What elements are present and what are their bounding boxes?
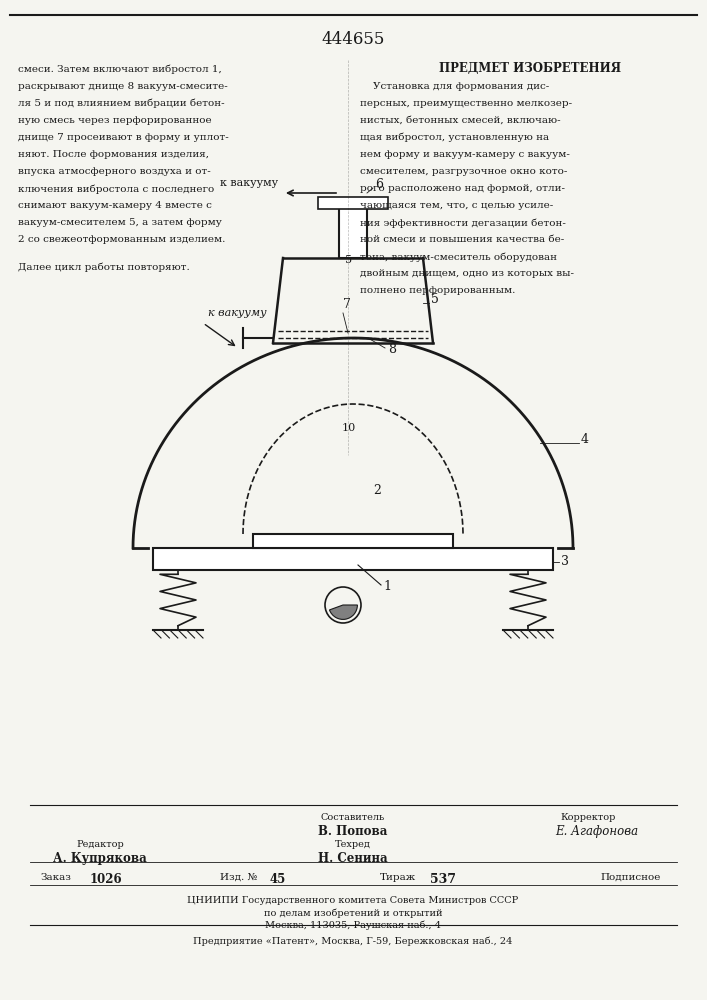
Text: нистых, бетонных смесей, включаю-: нистых, бетонных смесей, включаю- [360,116,561,125]
Text: полнено перфорированным.: полнено перфорированным. [360,286,515,295]
Text: Далее цикл работы повторяют.: Далее цикл работы повторяют. [18,262,189,271]
Text: Изд. №: Изд. № [220,873,257,882]
Text: 10: 10 [342,423,356,433]
Text: 5: 5 [431,293,439,306]
Text: Подписное: Подписное [600,873,660,882]
Text: Москва, 113035, Раушская наб., 4: Москва, 113035, Раушская наб., 4 [265,920,441,930]
Text: 45: 45 [270,873,286,886]
Bar [253,534,453,548]
Text: В. Попова: В. Попова [318,825,387,838]
Bar [318,197,388,209]
Text: Предприятие «Патент», Москва, Г-59, Бережковская наб., 24: Предприятие «Патент», Москва, Г-59, Бере… [193,936,513,946]
Wedge shape [329,605,358,619]
Text: Составитель: Составитель [321,813,385,822]
Text: двойным днищем, одно из которых вы-: двойным днищем, одно из которых вы- [360,269,574,278]
Text: ЦНИИПИ Государственного комитета Совета Министров СССР: ЦНИИПИ Государственного комитета Совета … [187,896,519,905]
Text: вакуум-смесителем 5, а затем форму: вакуум-смесителем 5, а затем форму [18,218,222,227]
Text: впуска атмосферного воздуха и от-: впуска атмосферного воздуха и от- [18,167,211,176]
Text: Корректор: Корректор [560,813,615,822]
Text: 1: 1 [383,580,391,593]
Text: 444655: 444655 [321,31,385,48]
Text: ния эффективности дегазации бетон-: ния эффективности дегазации бетон- [360,218,566,228]
Text: к вакууму: к вакууму [208,308,267,318]
Text: тона, вакуум-смеситель оборудован: тона, вакуум-смеситель оборудован [360,252,557,261]
Text: снимают вакуум-камеру 4 вместе с: снимают вакуум-камеру 4 вместе с [18,201,212,210]
Text: Е. Агафонова: Е. Агафонова [555,825,638,838]
Text: смеси. Затем включают вибростол 1,: смеси. Затем включают вибростол 1, [18,65,222,75]
Text: рого расположено над формой, отли-: рого расположено над формой, отли- [360,184,565,193]
Bar [339,203,367,258]
Bar [153,548,553,570]
Text: 537: 537 [430,873,456,886]
Text: днище 7 просеивают в форму и уплот-: днище 7 просеивают в форму и уплот- [18,133,229,142]
Text: Техред: Техред [335,840,371,849]
Text: Заказ: Заказ [40,873,71,882]
Text: 2: 2 [373,484,381,497]
Text: раскрывают днище 8 вакуум-смесите-: раскрывают днище 8 вакуум-смесите- [18,82,228,91]
Text: Установка для формования дис-: Установка для формования дис- [360,82,549,91]
Text: 3: 3 [561,555,569,568]
Text: 2 со свежеотформованным изделием.: 2 со свежеотформованным изделием. [18,235,226,244]
Text: ной смеси и повышения качества бе-: ной смеси и повышения качества бе- [360,235,564,244]
Text: А. Купрякова: А. Купрякова [53,852,147,865]
Text: 6: 6 [375,178,383,191]
Text: щая вибростол, установленную на: щая вибростол, установленную на [360,133,549,142]
Text: персных, преимущественно мелкозер-: персных, преимущественно мелкозер- [360,99,572,108]
Text: смесителем, разгрузочное окно кото-: смесителем, разгрузочное окно кото- [360,167,568,176]
Text: ля 5 и под влиянием вибрации бетон-: ля 5 и под влиянием вибрации бетон- [18,99,225,108]
Text: ключения вибростола с последнего: ключения вибростола с последнего [18,184,214,194]
Text: Н. Сенина: Н. Сенина [318,852,388,865]
Text: нем форму и вакуум-камеру с вакуум-: нем форму и вакуум-камеру с вакуум- [360,150,570,159]
Text: 4: 4 [581,433,589,446]
Text: к вакууму: к вакууму [220,178,278,188]
Text: Тираж: Тираж [380,873,416,882]
Text: 5: 5 [346,255,353,265]
Text: 8: 8 [388,343,396,356]
Text: 1026: 1026 [90,873,122,886]
Text: чающаяся тем, что, с целью усиле-: чающаяся тем, что, с целью усиле- [360,201,554,210]
Text: 7: 7 [343,298,351,311]
Text: по делам изобретений и открытий: по делам изобретений и открытий [264,908,443,918]
Text: няют. После формования изделия,: няют. После формования изделия, [18,150,209,159]
Text: Редактор: Редактор [76,840,124,849]
Text: ную смесь через перфорированное: ную смесь через перфорированное [18,116,211,125]
Text: ПРЕДМЕТ ИЗОБРЕТЕНИЯ: ПРЕДМЕТ ИЗОБРЕТЕНИЯ [439,62,621,75]
